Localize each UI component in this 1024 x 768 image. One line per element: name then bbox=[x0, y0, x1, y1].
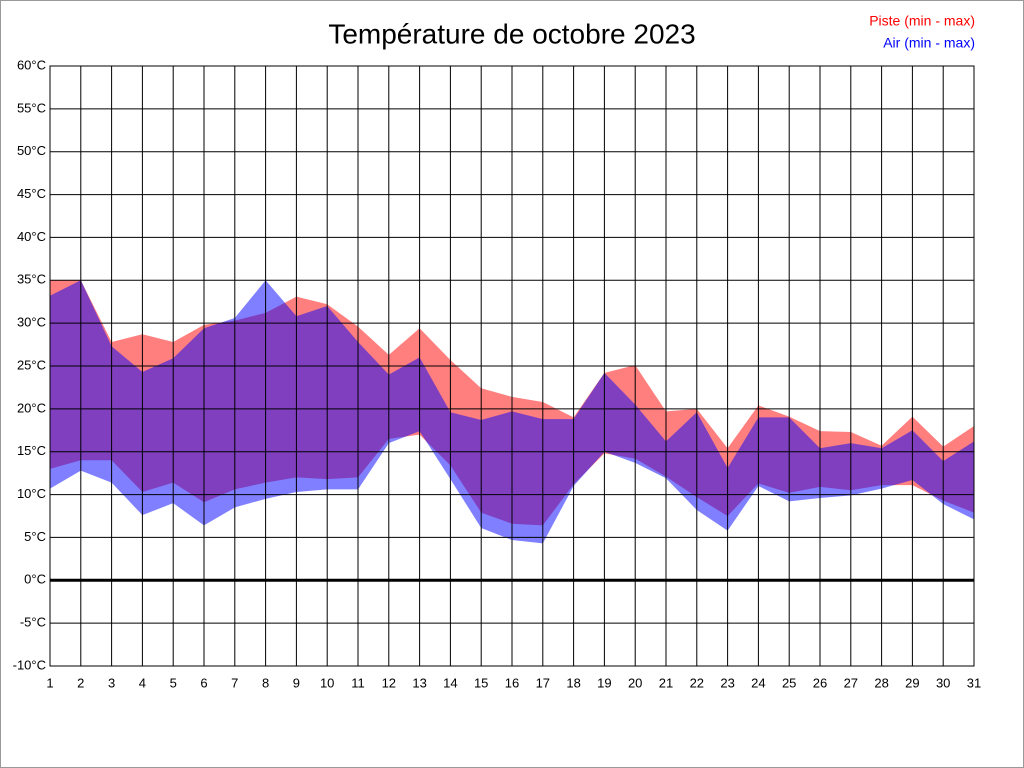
x-tick-label: 7 bbox=[231, 675, 238, 690]
x-tick-label: 1 bbox=[46, 675, 53, 690]
x-tick-label: 22 bbox=[690, 675, 704, 690]
y-tick-label: 5°C bbox=[24, 529, 46, 544]
x-tick-label: 9 bbox=[293, 675, 300, 690]
x-tick-label: 27 bbox=[844, 675, 858, 690]
y-tick-label: 55°C bbox=[17, 100, 46, 115]
x-tick-label: 4 bbox=[139, 675, 146, 690]
x-tick-label: 6 bbox=[200, 675, 207, 690]
x-tick-label: 26 bbox=[813, 675, 827, 690]
x-tick-label: 15 bbox=[474, 675, 488, 690]
x-tick-label: 14 bbox=[443, 675, 457, 690]
y-tick-label: 45°C bbox=[17, 186, 46, 201]
x-tick-label: 25 bbox=[782, 675, 796, 690]
x-tick-label: 8 bbox=[262, 675, 269, 690]
x-tick-label: 24 bbox=[751, 675, 765, 690]
x-tick-label: 30 bbox=[936, 675, 950, 690]
x-tick-label: 17 bbox=[536, 675, 550, 690]
x-tick-label: 31 bbox=[967, 675, 981, 690]
x-tick-label: 18 bbox=[566, 675, 580, 690]
y-tick-label: 35°C bbox=[17, 272, 46, 287]
y-tick-label: 20°C bbox=[17, 400, 46, 415]
x-tick-label: 5 bbox=[170, 675, 177, 690]
x-tick-label: 16 bbox=[505, 675, 519, 690]
y-tick-label: 25°C bbox=[17, 357, 46, 372]
x-tick-label: 11 bbox=[351, 675, 365, 690]
x-tick-label: 23 bbox=[720, 675, 734, 690]
y-tick-label: 60°C bbox=[17, 57, 46, 72]
x-tick-label: 10 bbox=[320, 675, 334, 690]
y-tick-label: 10°C bbox=[17, 486, 46, 501]
y-tick-label: 40°C bbox=[17, 229, 46, 244]
x-tick-label: 2 bbox=[77, 675, 84, 690]
x-tick-label: 19 bbox=[597, 675, 611, 690]
x-tick-label: 13 bbox=[412, 675, 426, 690]
y-tick-label: -10°C bbox=[13, 657, 46, 672]
legend-entry: Air (min - max) bbox=[883, 35, 975, 51]
y-tick-label: 15°C bbox=[17, 443, 46, 458]
x-tick-label: 12 bbox=[382, 675, 396, 690]
x-tick-label: 3 bbox=[108, 675, 115, 690]
y-tick-label: 50°C bbox=[17, 143, 46, 158]
x-tick-label: 21 bbox=[659, 675, 673, 690]
x-tick-label: 29 bbox=[905, 675, 919, 690]
y-tick-label: -5°C bbox=[20, 615, 46, 630]
x-tick-label: 20 bbox=[628, 675, 642, 690]
y-tick-label: 30°C bbox=[17, 315, 46, 330]
plot-border bbox=[49, 65, 975, 667]
chart-title: Température de octobre 2023 bbox=[328, 18, 695, 49]
x-tick-label: 28 bbox=[874, 675, 888, 690]
y-tick-label: 0°C bbox=[24, 572, 46, 587]
legend-entry: Piste (min - max) bbox=[869, 13, 975, 29]
